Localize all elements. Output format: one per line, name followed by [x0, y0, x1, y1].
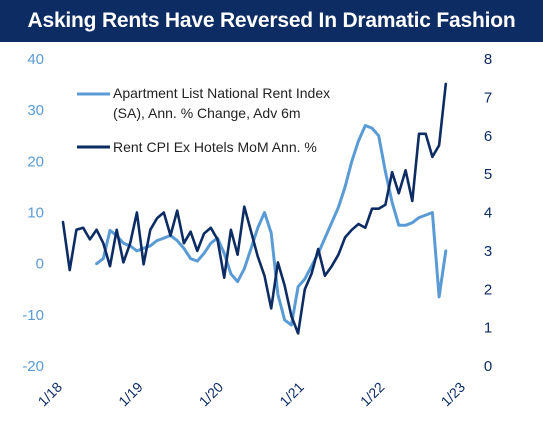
series-line-rent-index — [95, 124, 448, 327]
left-axis-tick-label: -20 — [22, 358, 44, 375]
right-axis-tick-label: 6 — [484, 128, 492, 145]
legend-label-rent-index: Apartment List National Rent Index (SA), … — [113, 85, 330, 121]
right-axis-tick-label: 8 — [484, 51, 492, 68]
chart-title: Asking Rents Have Reversed In Dramatic F… — [0, 0, 543, 42]
right-axis-tick-label: 4 — [484, 205, 492, 222]
left-axis-tick-label: 40 — [27, 51, 44, 68]
right-axis-tick-label: 0 — [484, 358, 492, 375]
x-axis-tick-label: 1/21 — [276, 379, 307, 410]
x-axis-tick-label: 1/22 — [357, 379, 388, 410]
left-axis-tick-label: 0 — [36, 256, 44, 273]
series-line-rent-cpi — [61, 82, 448, 335]
x-axis-tick-label: 1/18 — [35, 379, 66, 410]
right-axis-tick-label: 1 — [484, 320, 492, 337]
right-axis-tick-label: 3 — [484, 243, 492, 260]
left-axis-tick-label: 10 — [27, 205, 44, 222]
x-axis-tick-label: 1/20 — [196, 379, 227, 410]
x-axis-tick-label: 1/19 — [115, 379, 146, 410]
right-axis-tick-label: 7 — [484, 89, 492, 106]
right-axis-tick-label: 5 — [484, 166, 492, 183]
left-axis-tick-label: -10 — [22, 307, 44, 324]
left-axis-tick-label: 30 — [27, 102, 44, 119]
left-axis-tick-label: 20 — [27, 153, 44, 170]
legend-label-rent-cpi: Rent CPI Ex Hotels MoM Ann. % — [113, 139, 317, 155]
x-axis-tick-label: 1/23 — [438, 379, 469, 410]
right-axis-tick-label: 2 — [484, 281, 492, 298]
